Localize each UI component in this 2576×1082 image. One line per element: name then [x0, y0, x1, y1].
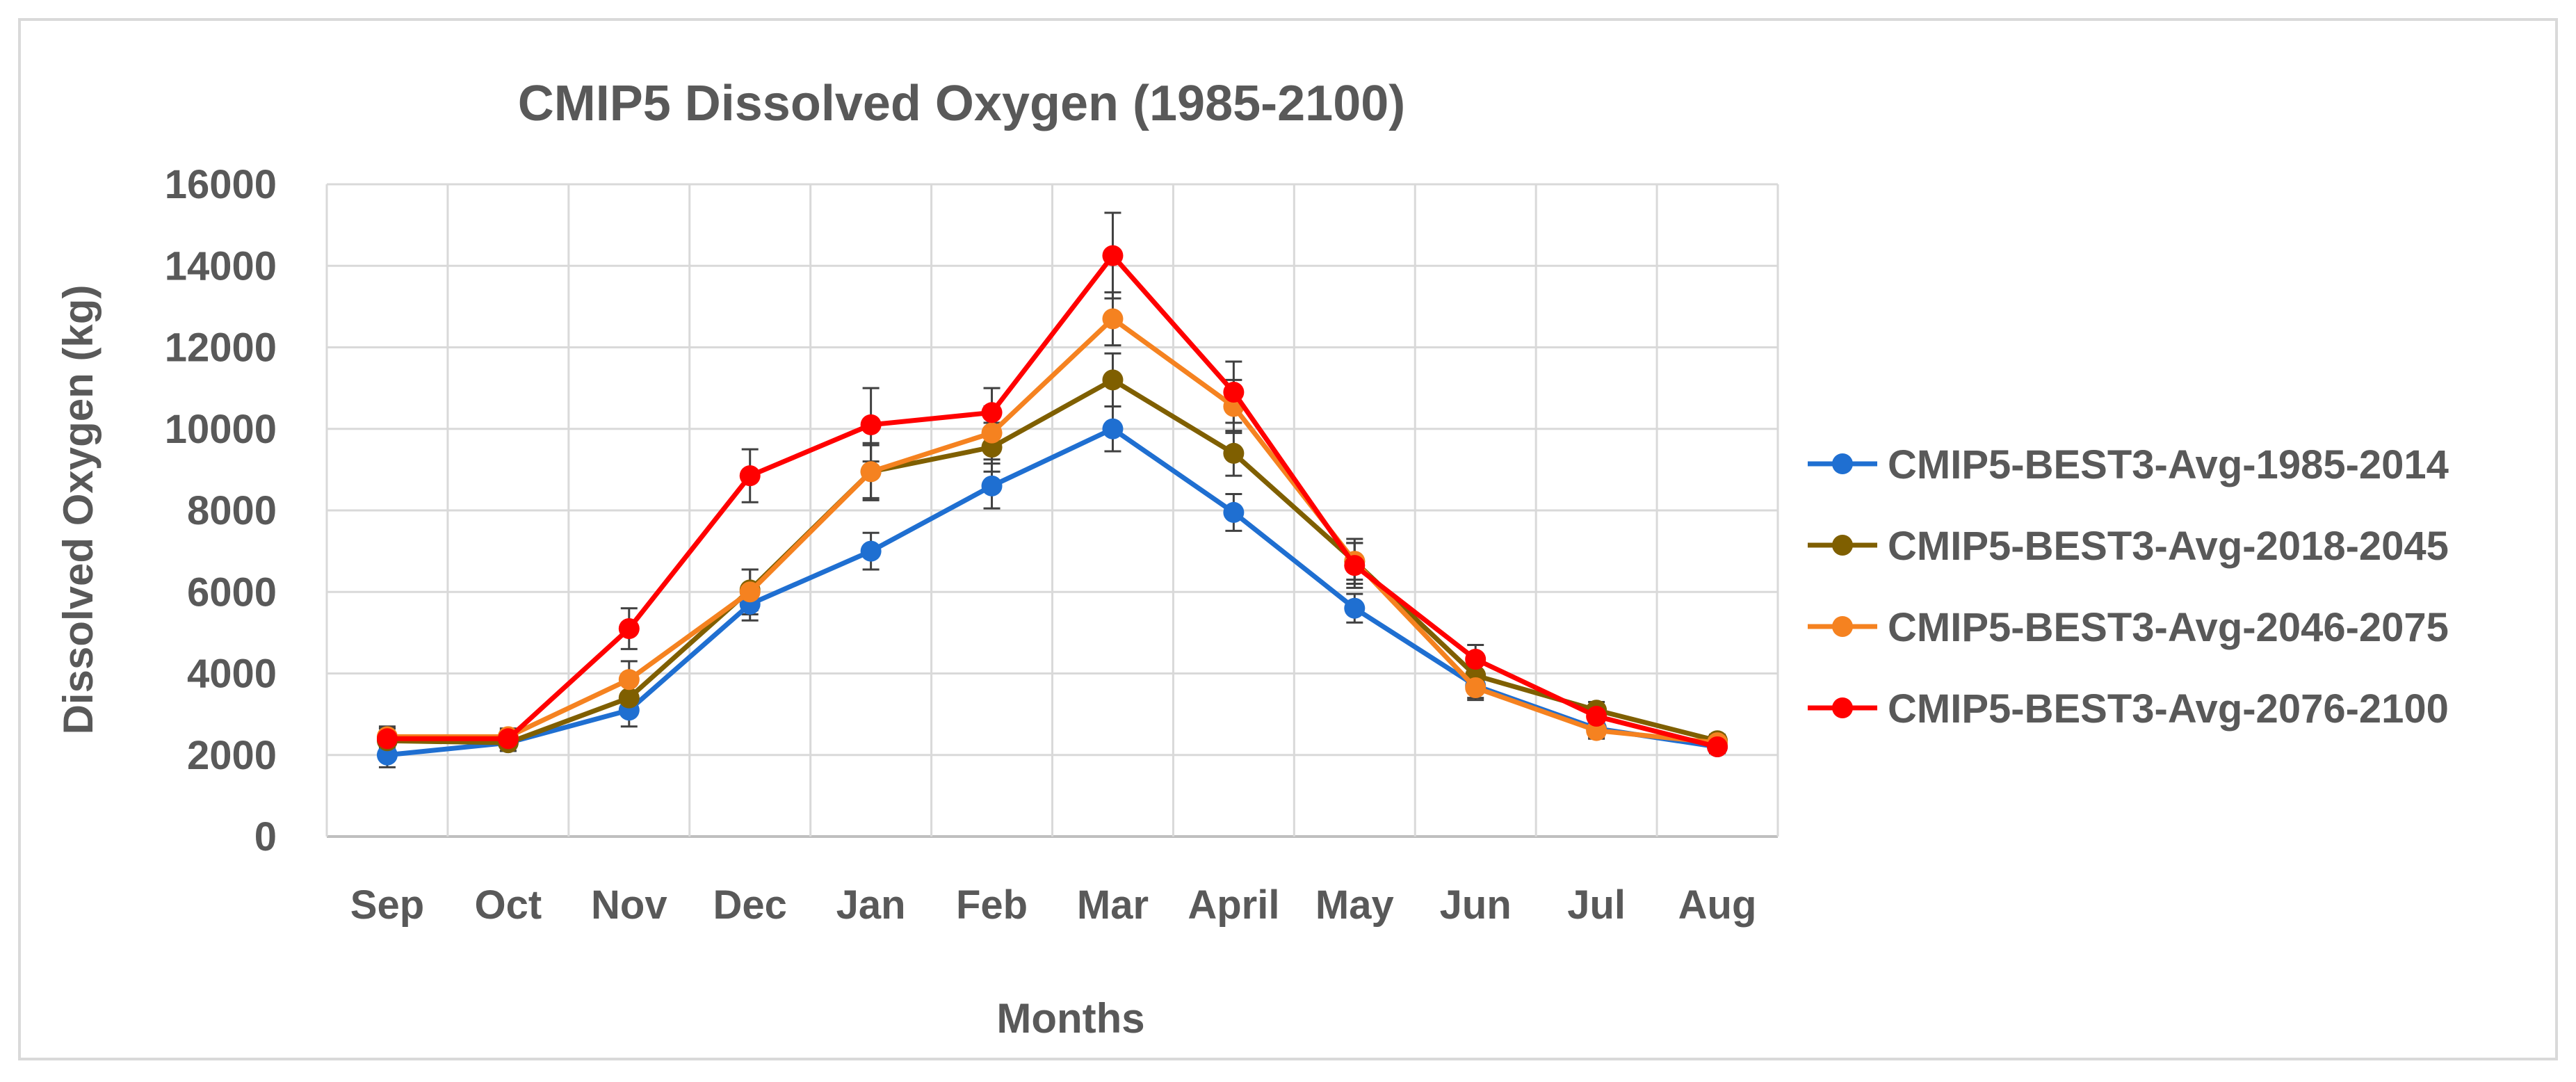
legend-swatch-marker: [1832, 697, 1853, 718]
y-tick-label: 4000: [187, 652, 277, 697]
data-point: [1223, 442, 1245, 464]
legend-swatch-marker: [1832, 616, 1853, 637]
x-tick-label: Aug: [1678, 882, 1757, 928]
legend-item: CMIP5-BEST3-Avg-2046-2075: [1808, 605, 2449, 650]
data-point: [618, 618, 640, 640]
y-axis-ticks: 0 2000 4000 6000 8000 10000 12000 14000 16000: [165, 162, 277, 859]
data-point: [1344, 597, 1366, 619]
series-lines: [376, 245, 1728, 766]
data-point: [981, 422, 1003, 444]
x-tick-label: April: [1188, 882, 1279, 928]
data-point: [1465, 677, 1487, 699]
chart-title: CMIP5 Dissolved Oxygen (1985-2100): [518, 76, 1406, 131]
legend: CMIP5-BEST3-Avg-1985-2014 CMIP5-BEST3-Avg…: [1808, 442, 2449, 732]
y-tick-label: 8000: [187, 488, 277, 533]
legend-label: CMIP5-BEST3-Avg-2076-2100: [1888, 686, 2449, 732]
x-tick-label: Sep: [350, 882, 424, 928]
series-group: [376, 245, 1728, 758]
data-point: [981, 475, 1003, 496]
y-tick-label: 0: [254, 814, 277, 859]
data-point: [981, 402, 1003, 423]
data-point: [1707, 736, 1728, 758]
legend-item: CMIP5-BEST3-Avg-2018-2045: [1808, 524, 2449, 569]
data-point: [1344, 555, 1366, 576]
legend-label: CMIP5-BEST3-Avg-2018-2045: [1888, 524, 2449, 569]
data-point: [497, 728, 519, 750]
x-tick-label: Nov: [591, 882, 667, 928]
data-point: [618, 687, 640, 709]
legend-item: CMIP5-BEST3-Avg-2076-2100: [1808, 686, 2449, 732]
x-tick-label: Dec: [713, 882, 787, 928]
x-tick-label: Jan: [836, 882, 906, 928]
series-line: [387, 377, 1718, 745]
x-tick-label: May: [1315, 882, 1394, 928]
data-point: [860, 461, 882, 483]
legend-label: CMIP5-BEST3-Avg-2046-2075: [1888, 605, 2449, 650]
x-tick-label: Jul: [1567, 882, 1626, 928]
data-point: [1586, 706, 1607, 727]
data-point: [860, 414, 882, 435]
x-axis-ticks: Sep Oct Nov Dec Jan Feb Mar April May Jun Jul Aug: [350, 882, 1757, 928]
y-tick-label: 6000: [187, 570, 277, 615]
y-tick-label: 12000: [165, 325, 277, 371]
series-line: [387, 316, 1718, 745]
data-point: [860, 540, 882, 562]
data-point: [1223, 501, 1245, 523]
data-point: [1102, 308, 1124, 330]
data-point: [1102, 369, 1124, 391]
data-point: [1102, 245, 1124, 266]
data-point: [739, 581, 761, 603]
y-tick-label: 2000: [187, 733, 277, 778]
x-axis-title: Months: [996, 995, 1144, 1042]
x-tick-label: Feb: [956, 882, 1028, 928]
data-point: [618, 669, 640, 691]
data-point: [1102, 418, 1124, 439]
data-point: [981, 437, 1003, 458]
legend-label: CMIP5-BEST3-Avg-1985-2014: [1888, 442, 2449, 487]
legend-swatch-marker: [1832, 453, 1853, 474]
grid-layer: [325, 183, 1779, 838]
y-tick-label: 16000: [165, 162, 277, 207]
data-point: [376, 728, 398, 750]
x-tick-label: Mar: [1077, 882, 1149, 928]
x-tick-label: Jun: [1440, 882, 1512, 928]
y-tick-label: 14000: [165, 243, 277, 289]
series-line: [387, 253, 1718, 750]
data-point: [739, 465, 761, 487]
data-point: [376, 744, 398, 766]
data-point: [1465, 648, 1487, 670]
legend-swatch-marker: [1832, 535, 1853, 556]
y-axis-title: Dissolved Oxygen (kg): [55, 285, 102, 735]
data-point: [1586, 720, 1607, 741]
data-point: [1223, 381, 1245, 403]
chart-frame: [18, 18, 2558, 1060]
legend-item: CMIP5-BEST3-Avg-1985-2014: [1808, 442, 2449, 487]
x-tick-label: Oct: [475, 882, 542, 928]
y-tick-label: 10000: [165, 407, 277, 452]
